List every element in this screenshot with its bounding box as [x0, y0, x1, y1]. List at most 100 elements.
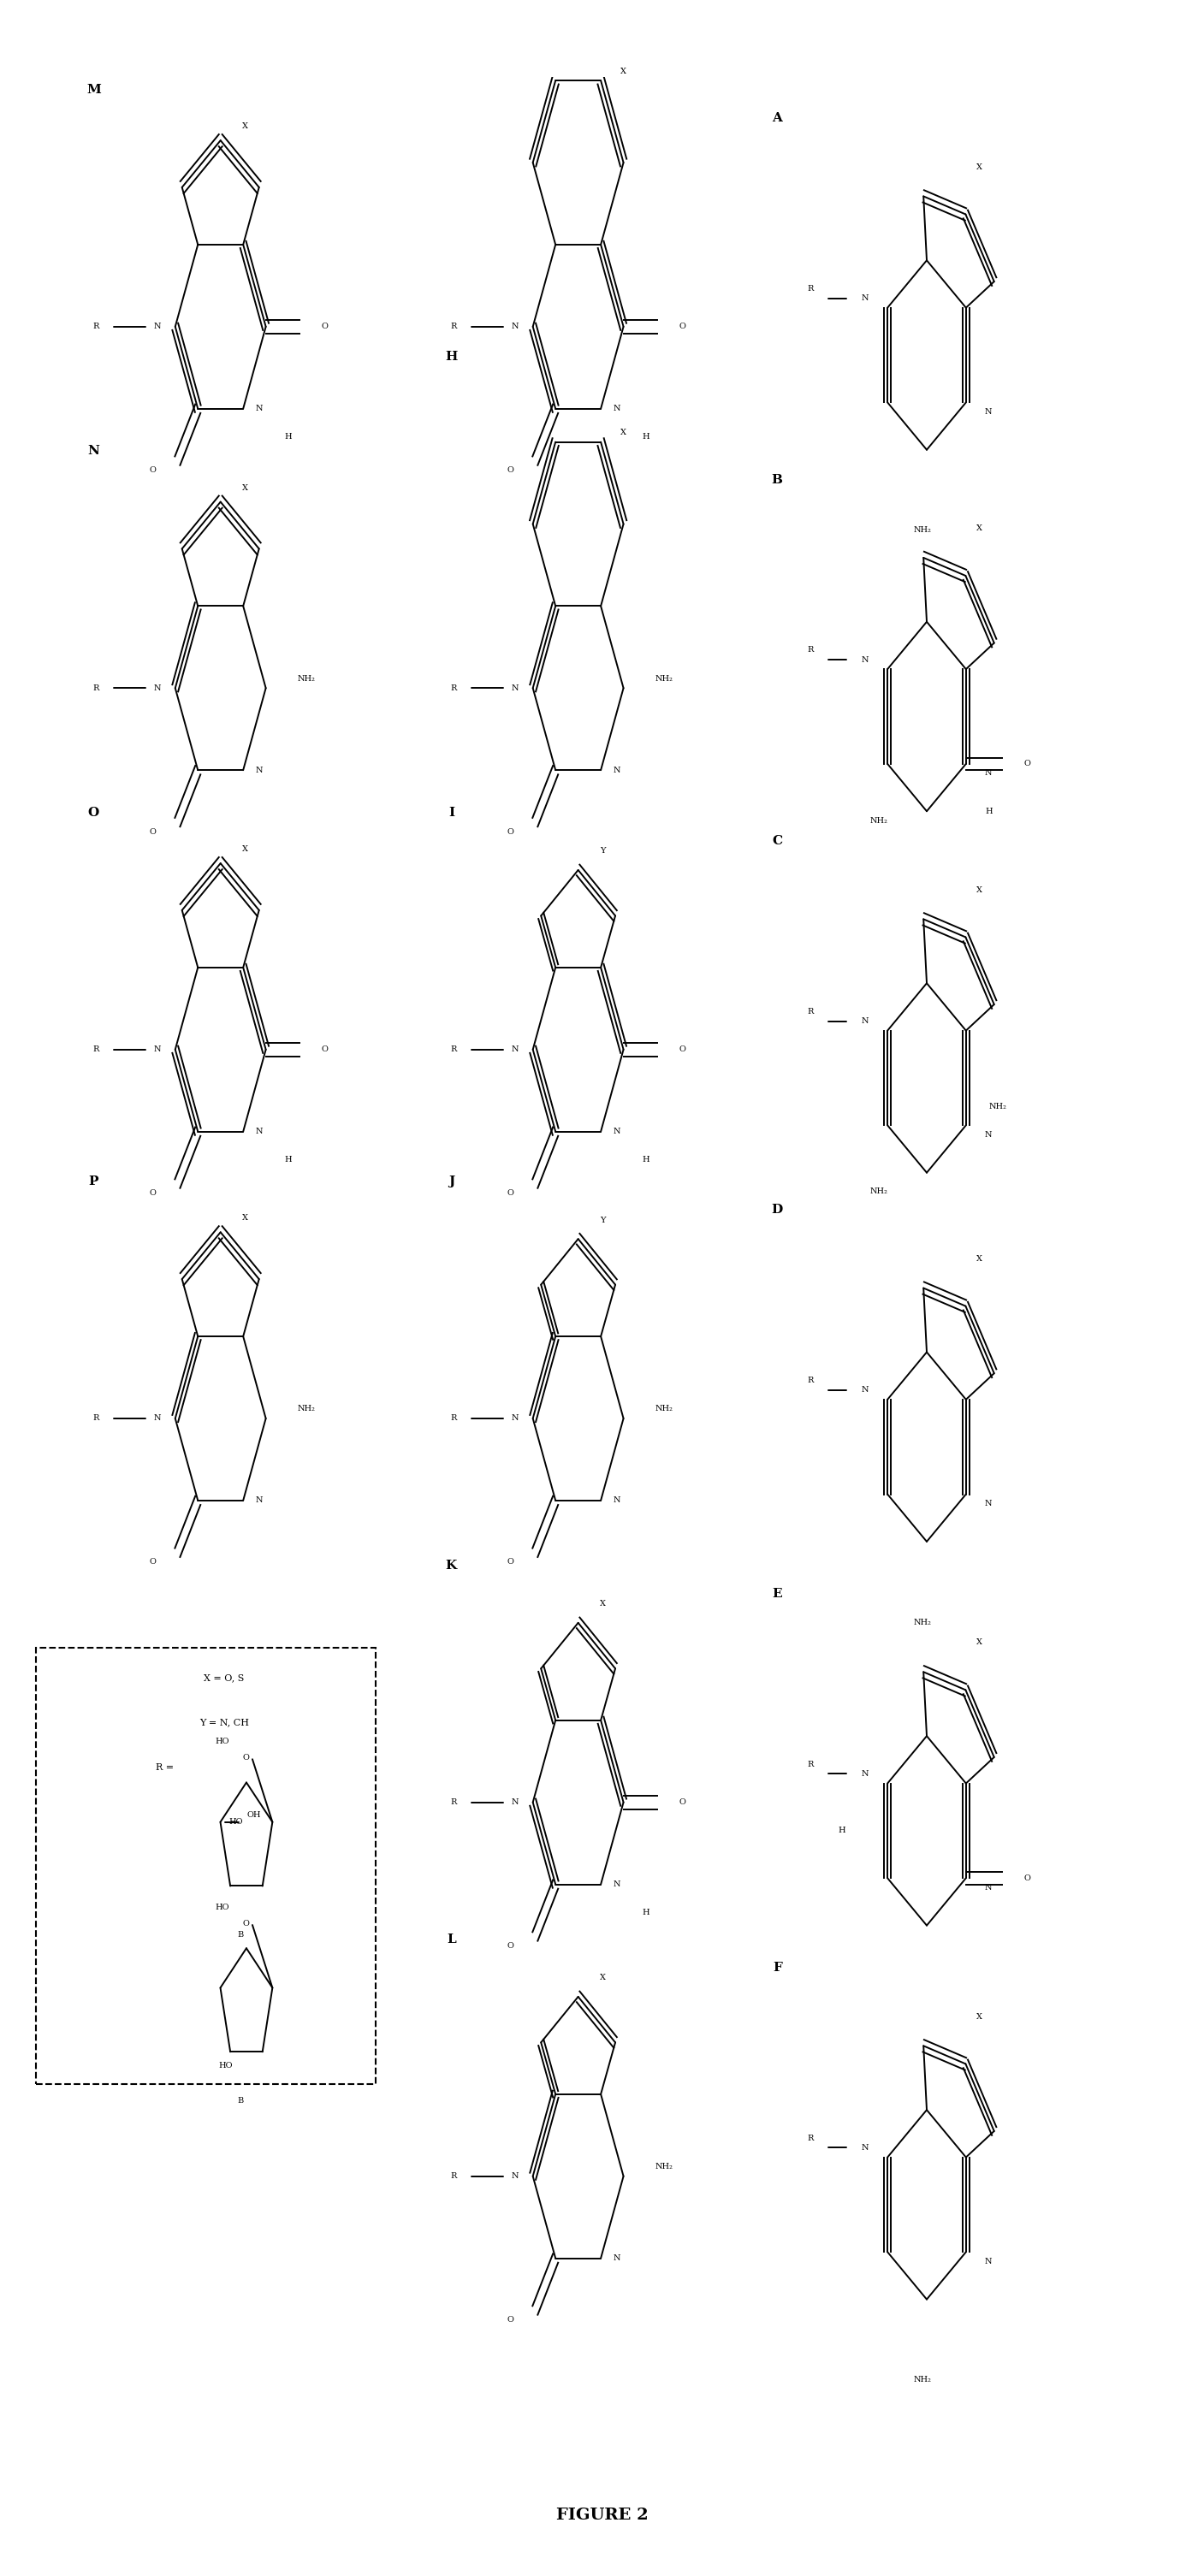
Text: I: I — [448, 806, 454, 819]
Text: O: O — [149, 466, 157, 474]
Text: Y: Y — [601, 1216, 606, 1224]
Text: N: N — [512, 685, 519, 693]
Text: O: O — [149, 827, 157, 835]
Text: O: O — [507, 1558, 514, 1566]
Text: R: R — [808, 1759, 814, 1767]
Text: J: J — [448, 1175, 454, 1188]
Text: Y = N, CH: Y = N, CH — [200, 1718, 249, 1726]
Text: H: H — [445, 350, 458, 363]
Text: X: X — [600, 1973, 606, 1981]
Text: N: N — [613, 2254, 620, 2262]
Text: R: R — [93, 685, 99, 693]
Text: H: H — [643, 433, 650, 440]
Text: O: O — [321, 322, 327, 330]
Text: N: N — [613, 1880, 620, 1888]
Text: H: H — [643, 1157, 650, 1164]
Text: O: O — [1023, 760, 1031, 768]
Text: NH₂: NH₂ — [914, 1618, 931, 1625]
Text: N: N — [512, 1414, 519, 1422]
Text: X: X — [976, 1255, 982, 1262]
Text: O: O — [1023, 1875, 1031, 1883]
Text: OH: OH — [247, 1811, 261, 1819]
Text: HO: HO — [216, 1904, 230, 1911]
Text: R: R — [450, 1414, 456, 1422]
Text: O: O — [507, 466, 514, 474]
Text: B: B — [237, 2097, 243, 2105]
Text: N: N — [512, 1798, 519, 1806]
Text: NH₂: NH₂ — [655, 1404, 673, 1412]
Text: R: R — [808, 1376, 814, 1383]
Text: NH₂: NH₂ — [655, 2164, 673, 2172]
Text: NH₂: NH₂ — [914, 2375, 931, 2383]
Text: X: X — [976, 162, 982, 170]
Text: N: N — [255, 404, 262, 412]
Text: H: H — [643, 1909, 650, 1917]
Text: R: R — [808, 286, 814, 294]
Text: N: N — [613, 1497, 620, 1504]
Text: N: N — [613, 765, 620, 773]
Text: N: N — [512, 2172, 519, 2179]
Text: H: H — [985, 806, 992, 814]
Text: N: N — [255, 1497, 262, 1504]
Text: E: E — [772, 1587, 783, 1600]
Text: NH₂: NH₂ — [988, 1103, 1007, 1110]
Text: M: M — [87, 85, 101, 95]
Text: X: X — [620, 67, 626, 75]
Text: FIGURE 2: FIGURE 2 — [556, 2506, 648, 2522]
Text: O: O — [679, 1046, 686, 1054]
Text: NH₂: NH₂ — [655, 675, 673, 683]
Text: R: R — [808, 2136, 814, 2143]
Text: O: O — [243, 1754, 249, 1762]
Text: O: O — [679, 322, 686, 330]
Text: X: X — [242, 1213, 248, 1221]
Text: R: R — [93, 322, 99, 330]
Text: O: O — [507, 2316, 514, 2324]
Text: N: N — [613, 1128, 620, 1136]
Text: X: X — [242, 845, 248, 853]
Text: X: X — [976, 526, 982, 533]
Text: X: X — [976, 886, 982, 894]
Text: H: H — [285, 433, 293, 440]
Text: N: N — [861, 1386, 868, 1394]
Text: X: X — [600, 1600, 606, 1607]
Text: N: N — [985, 770, 992, 778]
Text: NH₂: NH₂ — [914, 526, 931, 533]
Text: NH₂: NH₂ — [869, 1188, 887, 1195]
Text: O: O — [149, 1558, 157, 1566]
Text: R: R — [450, 685, 456, 693]
Text: O: O — [88, 806, 100, 819]
Text: N: N — [153, 685, 161, 693]
Text: N: N — [861, 2143, 868, 2151]
Text: H: H — [838, 1826, 846, 1834]
FancyBboxPatch shape — [36, 1649, 376, 2084]
Text: HO: HO — [216, 1739, 230, 1747]
Text: H: H — [285, 1157, 293, 1164]
Text: N: N — [153, 1414, 161, 1422]
Text: O: O — [679, 1798, 686, 1806]
Text: N: N — [153, 322, 161, 330]
Text: R: R — [450, 1046, 456, 1054]
Text: F: F — [773, 1963, 781, 1973]
Text: HO: HO — [229, 1819, 243, 1826]
Text: R: R — [450, 322, 456, 330]
Text: N: N — [985, 1131, 992, 1139]
Text: X: X — [242, 124, 248, 129]
Text: NH₂: NH₂ — [297, 1404, 315, 1412]
Text: NH₂: NH₂ — [869, 817, 887, 824]
Text: X: X — [620, 428, 626, 435]
Text: P: P — [89, 1175, 99, 1188]
Text: NH₂: NH₂ — [297, 675, 315, 683]
Text: A: A — [772, 113, 783, 124]
Text: Y: Y — [601, 848, 606, 855]
Text: R =: R = — [155, 1762, 173, 1772]
Text: K: K — [445, 1558, 458, 1571]
Text: X: X — [976, 2012, 982, 2020]
Text: N: N — [512, 322, 519, 330]
Text: R: R — [450, 1798, 456, 1806]
Text: O: O — [149, 1190, 157, 1198]
Text: N: N — [88, 446, 100, 459]
Text: R: R — [808, 1007, 814, 1015]
Text: O: O — [243, 1919, 249, 1927]
Text: R: R — [93, 1414, 99, 1422]
Text: N: N — [985, 1499, 992, 1507]
